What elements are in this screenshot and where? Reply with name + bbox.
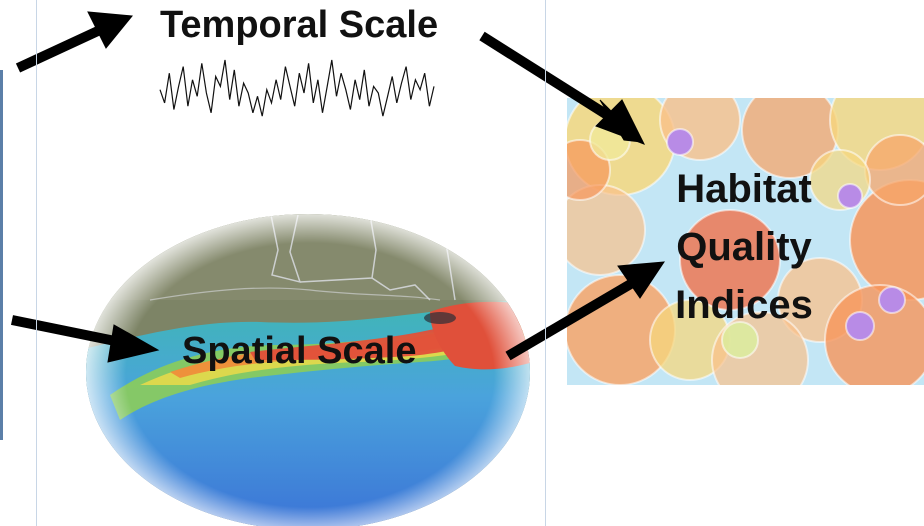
temporal-timeseries-line [159, 59, 435, 117]
bubble-15 [666, 128, 694, 156]
bubble-18 [845, 311, 875, 341]
bubble-9 [824, 284, 924, 385]
arrows [11, 11, 665, 363]
arrow-spatial-to-habitat [505, 261, 665, 361]
left-edge-bar [0, 70, 3, 440]
bubble-20 [721, 321, 759, 359]
habitat-label-line-3: Indices [675, 283, 813, 327]
bubble-7 [679, 209, 781, 311]
arrow-left-bottom [11, 315, 160, 363]
spatial-scale-label: Spatial Scale [182, 330, 417, 372]
temporal-scale-label: Temporal Scale [160, 4, 439, 46]
bubble-16 [837, 183, 863, 209]
arrow-temporal-to-habitat [479, 31, 646, 145]
bubble-17 [878, 286, 906, 314]
left-divider [36, 0, 37, 526]
right-divider [545, 0, 546, 526]
habitat-label-line-2: Quality [676, 225, 812, 269]
habitat-label-line-1: Habitat [676, 167, 812, 211]
habitat-quality-indices-label: Habitat Quality Indices [652, 160, 836, 334]
arrow-left-top [15, 11, 133, 73]
bubble-12 [864, 134, 924, 206]
